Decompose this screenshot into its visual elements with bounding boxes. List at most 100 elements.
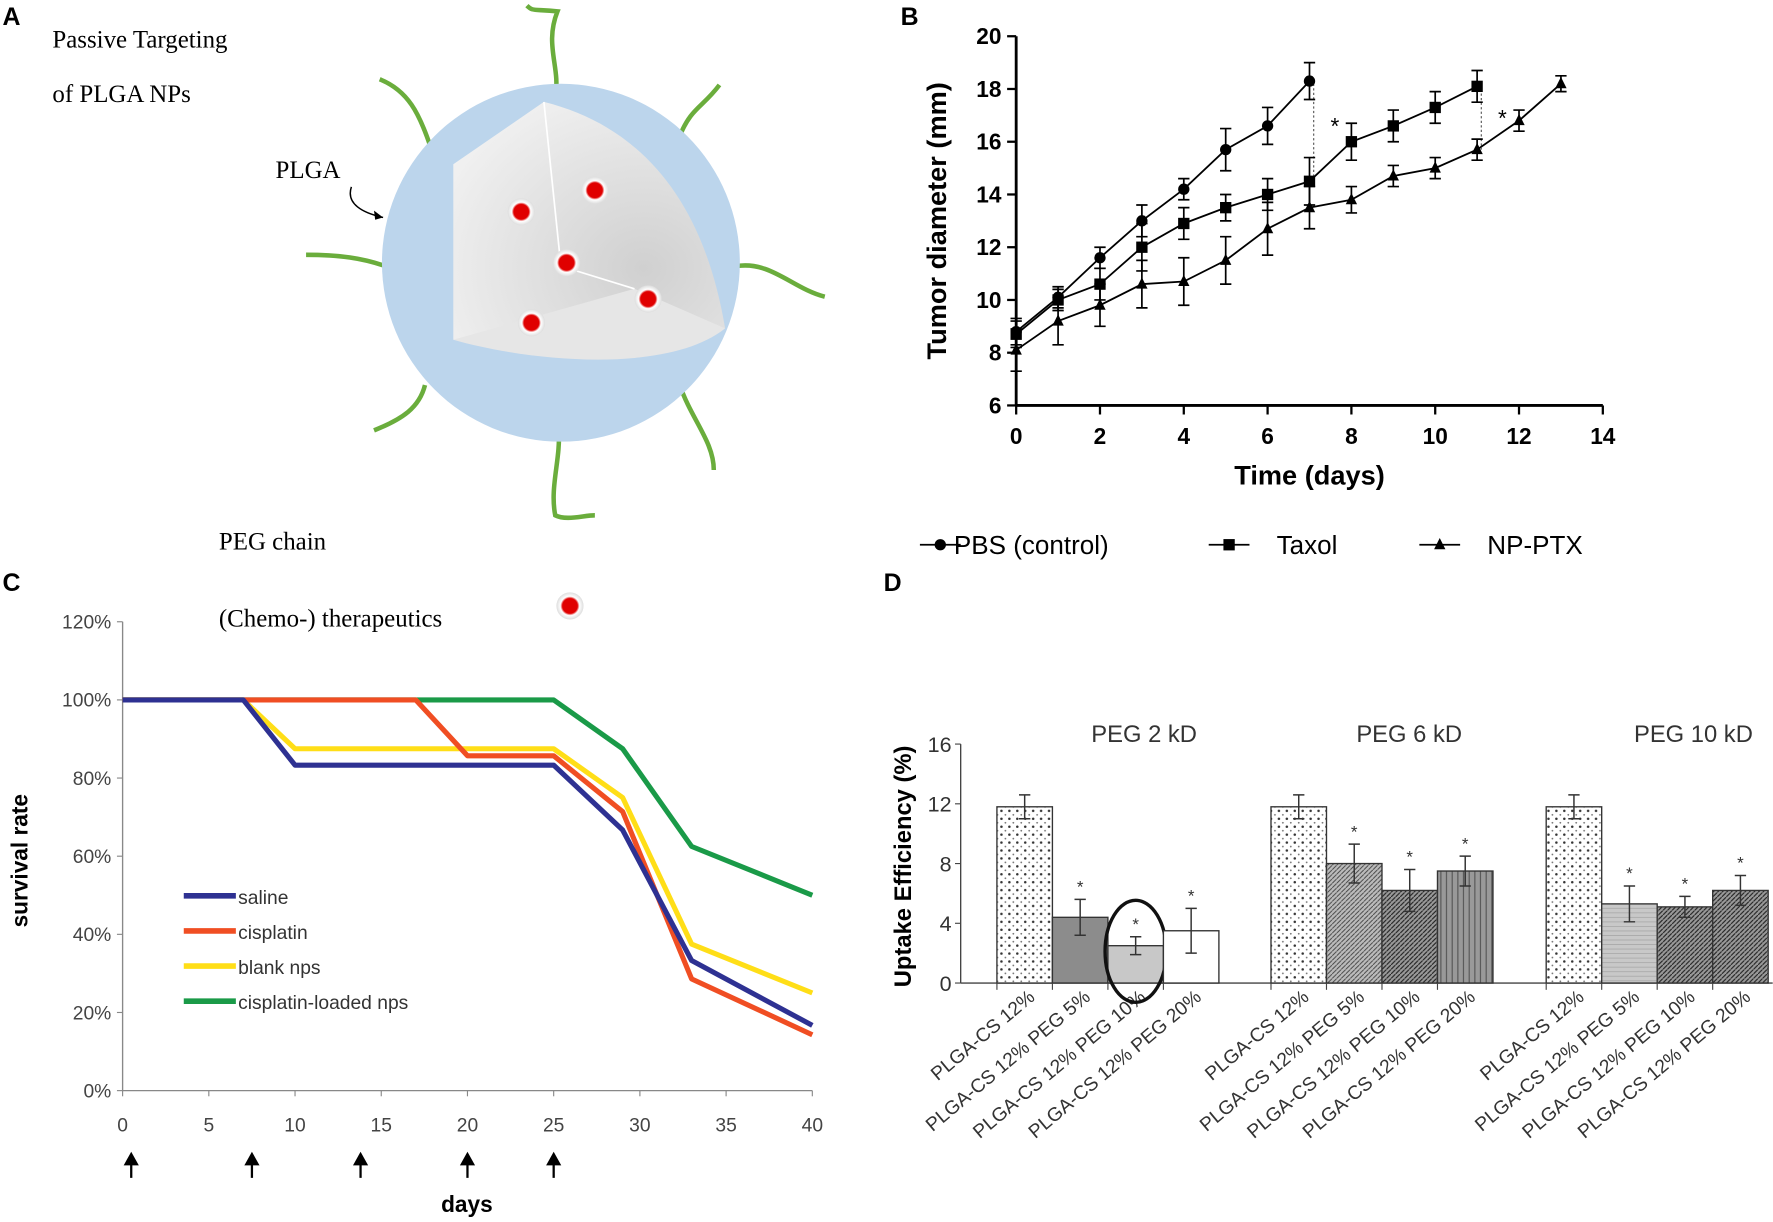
group-title: PEG 6 kD bbox=[1356, 721, 1462, 748]
nanoparticle-diagram: Passive Targeting of PLGA NPs PLGA PEG c… bbox=[52, 4, 826, 632]
y-tick-label: 120% bbox=[62, 613, 111, 634]
data-point bbox=[1178, 183, 1190, 195]
series-line bbox=[1015, 85, 1478, 335]
significance-marker: * bbox=[1737, 854, 1744, 873]
significance-marker: * bbox=[1132, 915, 1139, 934]
y-tick-label: 40% bbox=[73, 925, 112, 946]
error-bar bbox=[1568, 794, 1580, 820]
plga-label: PLGA bbox=[275, 157, 340, 184]
x-tick-label: 20 bbox=[457, 1115, 478, 1136]
drug-legend-icon bbox=[556, 592, 584, 620]
data-point bbox=[1136, 241, 1148, 253]
data-point bbox=[1178, 274, 1190, 287]
x-tick-label: 15 bbox=[371, 1115, 392, 1136]
error-bar bbox=[1129, 936, 1142, 956]
legend-label: blank nps bbox=[238, 958, 320, 979]
y-axis-title: Tumor diameter (mm) bbox=[921, 82, 952, 359]
legend-marker bbox=[934, 539, 946, 551]
y-tick-label: 12 bbox=[976, 234, 1001, 260]
y-tick-label: 0% bbox=[83, 1081, 111, 1102]
legend-label: saline bbox=[238, 888, 288, 909]
y-tick-label: 6 bbox=[989, 392, 1002, 418]
data-point bbox=[1387, 120, 1399, 132]
x-tick-label: 30 bbox=[629, 1115, 650, 1136]
group-title: PEG 2 kD bbox=[1091, 721, 1197, 748]
drug-label: (Chemo-) therapeutics bbox=[219, 605, 442, 632]
error-bar bbox=[1679, 895, 1691, 919]
legend-label: Taxol bbox=[1277, 530, 1338, 560]
drug-particles bbox=[507, 176, 662, 337]
y-tick-label: 18 bbox=[976, 76, 1001, 102]
y-tick-label: 4 bbox=[940, 912, 952, 936]
diagram-title-line2: of PLGA NPs bbox=[52, 81, 190, 108]
y-axis-title: survival rate bbox=[6, 794, 32, 927]
dosing-arrow-icon bbox=[459, 1151, 476, 1178]
panel-label-b: B bbox=[901, 3, 919, 31]
survival-chart: 0% 20% 40% 60% 80% 100% 120% 0 5 10 15 20 25 30 35 40 da… bbox=[6, 613, 823, 1217]
dosing-arrow-icon bbox=[123, 1151, 139, 1178]
data-point bbox=[1303, 75, 1316, 87]
data-point bbox=[1429, 161, 1441, 173]
data-point bbox=[1220, 143, 1232, 156]
x-tick-label: 4 bbox=[1177, 423, 1190, 449]
data-point bbox=[1303, 200, 1316, 213]
significance-marker: * bbox=[1406, 848, 1413, 867]
data-point bbox=[1220, 201, 1232, 214]
error-bar bbox=[1293, 794, 1305, 820]
y-tick-label: 8 bbox=[989, 340, 1002, 366]
data-point bbox=[1052, 314, 1064, 326]
data-point bbox=[1220, 253, 1232, 265]
legend-label: NP-PTX bbox=[1487, 530, 1582, 560]
significance-marker: * bbox=[1626, 864, 1633, 883]
cutaway-core bbox=[453, 101, 726, 340]
data-point bbox=[1471, 80, 1483, 93]
bar bbox=[1436, 870, 1494, 984]
y-tick-label: 8 bbox=[940, 852, 952, 876]
x-tick-label: 12 bbox=[1506, 423, 1531, 449]
x-tick-label: 14 bbox=[1590, 423, 1616, 449]
significance-marker: * bbox=[1351, 822, 1358, 841]
error-bar bbox=[1623, 885, 1636, 923]
significance-marker: * bbox=[1498, 105, 1507, 131]
tumor-diameter-chart: 6 8 10 12 14 16 18 20 0 2 4 6 8 10 12 14 Time (days) Tumo… bbox=[919, 23, 1616, 560]
x-tick-label: 35 bbox=[715, 1115, 736, 1136]
data-point bbox=[1094, 252, 1106, 264]
bar bbox=[1656, 906, 1714, 984]
x-tick-label: 2 bbox=[1094, 423, 1107, 449]
data-point bbox=[1010, 343, 1022, 355]
data-point bbox=[1261, 120, 1274, 132]
series-line-saline bbox=[122, 697, 814, 1028]
y-tick-label: 0 bbox=[940, 972, 952, 996]
x-tick-label: 8 bbox=[1345, 423, 1358, 449]
data-point bbox=[1513, 113, 1525, 126]
error-bar bbox=[1185, 907, 1197, 954]
series-np-ptx bbox=[1010, 74, 1567, 373]
error-bar bbox=[1404, 868, 1416, 913]
data-point bbox=[1471, 142, 1483, 155]
significance-marker: * bbox=[1682, 875, 1689, 894]
significance-marker: * bbox=[1188, 887, 1195, 906]
dosing-arrow-icon bbox=[244, 1151, 260, 1178]
series-line bbox=[1015, 83, 1562, 351]
y-tick-label: 80% bbox=[73, 769, 112, 790]
group-title: PEG 10 kD bbox=[1634, 721, 1753, 748]
x-tick-label: 25 bbox=[543, 1115, 564, 1136]
y-tick-label: 60% bbox=[73, 847, 112, 868]
x-tick-label: 10 bbox=[1423, 423, 1448, 449]
legend-label: PBS (control) bbox=[954, 530, 1109, 560]
legend-label: cisplatin-loaded nps bbox=[238, 993, 408, 1014]
error-bar bbox=[1459, 855, 1471, 887]
data-point bbox=[1429, 101, 1441, 114]
y-tick-label: 12 bbox=[928, 793, 952, 817]
data-point bbox=[1261, 188, 1274, 201]
x-tick-label: 10 bbox=[284, 1115, 305, 1136]
legend-marker bbox=[1223, 539, 1235, 551]
significance-marker: * bbox=[1462, 834, 1469, 853]
x-tick-label: 0 bbox=[117, 1115, 128, 1136]
peg-chain-label: PEG chain bbox=[219, 528, 327, 555]
data-point bbox=[1136, 277, 1148, 289]
data-point bbox=[1261, 221, 1274, 234]
significance-marker: * bbox=[1330, 113, 1339, 139]
